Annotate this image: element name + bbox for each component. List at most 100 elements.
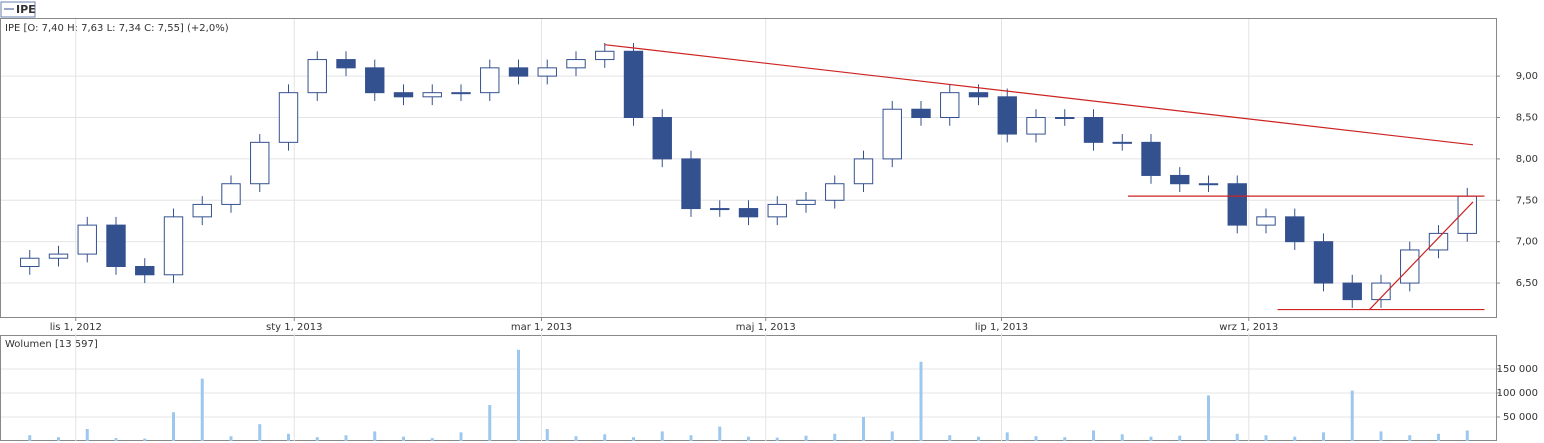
volume-bar: [775, 437, 779, 441]
volume-bar: [948, 435, 952, 441]
candle-body: [307, 59, 327, 94]
candle-body: [623, 50, 644, 119]
candle-body: [652, 117, 672, 160]
price-panel: [0, 18, 1497, 318]
volume-bar: [200, 378, 204, 441]
volume-bar: [287, 433, 290, 441]
candle-body: [796, 199, 816, 205]
candle-body: [710, 208, 730, 211]
volume-bar: [919, 361, 923, 441]
candle-body: [163, 216, 184, 276]
volume-bar: [344, 435, 348, 441]
candle-body: [1141, 141, 1161, 176]
candle-body: [825, 183, 845, 201]
volume-bar: [1322, 432, 1325, 441]
volume-bar: [1178, 435, 1182, 441]
legend-button[interactable]: [0, 1, 36, 18]
candle-body: [1342, 282, 1362, 301]
price-header: IPE [O: 7,40 H: 7,63 L: 7,34 C: 7,55] (+…: [5, 23, 229, 34]
volume-bar: [890, 431, 894, 441]
legend-label[interactable]: IPE: [16, 3, 36, 16]
volume-bar: [1437, 433, 1440, 441]
volume-bar: [545, 429, 549, 441]
volume-bar: [172, 412, 175, 441]
volume-bar: [1005, 432, 1009, 441]
volume-bar: [632, 437, 635, 441]
trendline: [604, 44, 1474, 146]
candle-body: [1285, 216, 1305, 243]
candle-body: [20, 257, 40, 268]
y-tick-label: 100 000: [1497, 388, 1538, 399]
candle-body: [882, 108, 902, 160]
volume-bar: [1063, 437, 1067, 441]
candle-body: [192, 203, 212, 218]
volume-bar: [402, 436, 405, 441]
candle-body: [336, 59, 356, 69]
candle-body: [1026, 117, 1046, 135]
candle-body: [393, 92, 414, 98]
candle-body: [1400, 249, 1420, 284]
candle-body: [940, 92, 960, 119]
candle-body: [221, 183, 241, 205]
candle-body: [595, 50, 615, 61]
x-tick-label: lis 1, 2012: [50, 322, 102, 333]
volume-bar: [977, 436, 980, 441]
volume-bar: [258, 424, 262, 441]
volume-bar: [804, 435, 808, 441]
volume-bar: [430, 438, 434, 441]
volume-bar: [1235, 433, 1239, 441]
candle-body: [997, 96, 1017, 135]
volume-bar: [1379, 431, 1383, 441]
volume-bar: [747, 436, 750, 441]
candle-body: [537, 67, 557, 77]
volume-bar: [315, 437, 319, 441]
candle-body: [250, 141, 270, 185]
candle-body: [106, 224, 126, 268]
candle-body: [1313, 241, 1334, 284]
y-tick-label: 8,50: [1516, 113, 1538, 124]
y-tick-label: 8,00: [1516, 154, 1538, 165]
y-tick-label: 150 000: [1497, 364, 1538, 375]
candle-body: [1112, 141, 1132, 144]
x-tick-label: mar 1, 2013: [511, 322, 572, 333]
candle-body: [508, 67, 529, 77]
candle-body: [1428, 232, 1449, 251]
candle-body: [968, 92, 989, 98]
candle-body: [422, 92, 442, 98]
y-tick-label: 7,50: [1516, 195, 1538, 206]
candle-body: [738, 208, 759, 218]
trendline: [1369, 201, 1474, 310]
volume-bar: [85, 429, 89, 441]
volume-bar: [229, 436, 233, 441]
x-tick-label: sty 1, 2013: [266, 322, 322, 333]
y-tick-label: 50 000: [1503, 412, 1538, 423]
candle-body: [278, 92, 299, 143]
candle-body: [1198, 183, 1219, 186]
candle-body: [1055, 117, 1075, 120]
candle-body: [681, 158, 701, 210]
volume-bar: [1092, 430, 1095, 441]
candle-body: [853, 158, 874, 185]
volume-bar: [1350, 390, 1354, 441]
volume-bar: [718, 426, 722, 441]
candle-body: [1371, 282, 1391, 301]
candle-body: [135, 266, 155, 276]
volume-bar: [1120, 434, 1124, 441]
candle-body: [365, 67, 385, 94]
y-tick-label: 9,00: [1516, 71, 1538, 82]
volume-bar: [1264, 435, 1268, 441]
volume-bar: [603, 434, 607, 441]
volume-bar: [1149, 436, 1153, 441]
y-tick-label: 6,50: [1516, 278, 1538, 289]
volume-bar: [689, 435, 693, 441]
x-tick-label: lip 1, 2013: [975, 322, 1028, 333]
candle-body: [1256, 216, 1276, 226]
candle-body: [1083, 117, 1104, 143]
volume-bar: [833, 433, 837, 441]
y-tick-label: 7,00: [1516, 237, 1538, 248]
volume-bar: [114, 438, 118, 441]
volume-bar: [57, 437, 60, 441]
x-tick-label: wrz 1, 2013: [1219, 322, 1278, 333]
